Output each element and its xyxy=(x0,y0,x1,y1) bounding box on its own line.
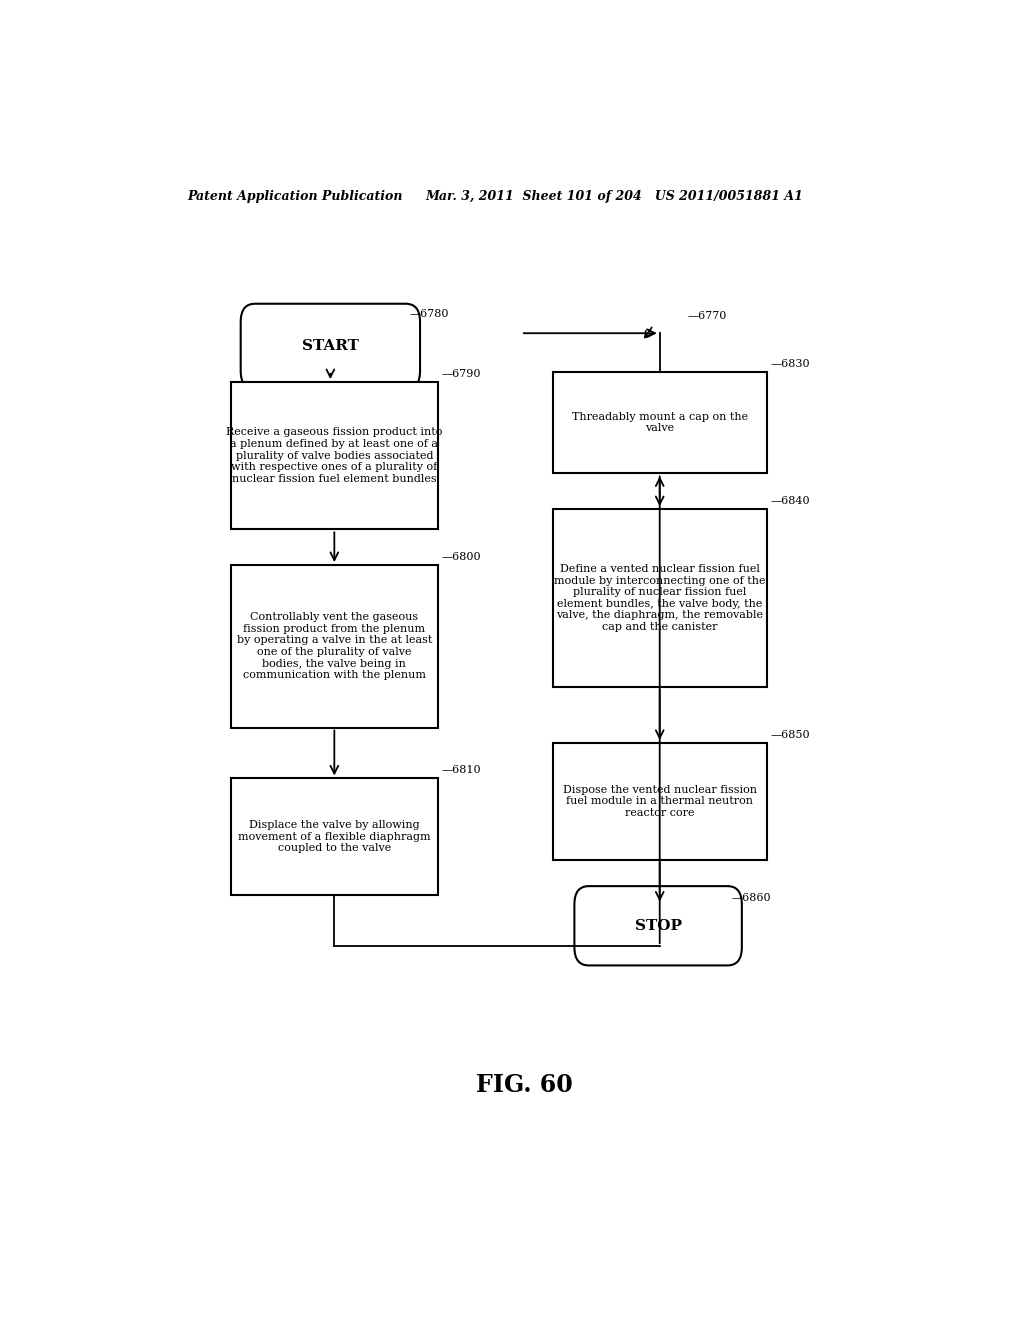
Text: —6810: —6810 xyxy=(441,766,481,775)
Bar xyxy=(553,510,767,686)
Text: Threadably mount a cap on the
valve: Threadably mount a cap on the valve xyxy=(571,412,748,433)
Text: —6800: —6800 xyxy=(441,552,481,562)
Text: —6830: —6830 xyxy=(771,359,810,368)
Text: Mar. 3, 2011  Sheet 101 of 204   US 2011/0051881 A1: Mar. 3, 2011 Sheet 101 of 204 US 2011/00… xyxy=(426,190,804,202)
Text: Patent Application Publication: Patent Application Publication xyxy=(187,190,403,202)
Text: —6850: —6850 xyxy=(771,730,810,739)
Bar xyxy=(553,372,767,474)
Text: Controllably vent the gaseous
fission product from the plenum
by operating a val: Controllably vent the gaseous fission pr… xyxy=(237,612,432,680)
Bar xyxy=(231,565,437,727)
Text: FIG. 60: FIG. 60 xyxy=(476,1073,573,1097)
Bar xyxy=(231,779,437,895)
Text: START: START xyxy=(302,339,358,354)
Text: STOP: STOP xyxy=(635,919,682,933)
Text: Displace the valve by allowing
movement of a flexible diaphragm
coupled to the v: Displace the valve by allowing movement … xyxy=(238,820,431,854)
FancyBboxPatch shape xyxy=(574,886,741,965)
Text: Dispose the vented nuclear fission
fuel module in a thermal neutron
reactor core: Dispose the vented nuclear fission fuel … xyxy=(563,784,757,818)
Bar xyxy=(553,743,767,859)
Bar xyxy=(231,381,437,529)
Text: —6790: —6790 xyxy=(441,368,481,379)
Text: Receive a gaseous fission product into
a plenum defined by at least one of a
plu: Receive a gaseous fission product into a… xyxy=(226,428,442,484)
Text: —6780: —6780 xyxy=(410,309,450,319)
Text: Define a vented nuclear fission fuel
module by interconnecting one of the
plural: Define a vented nuclear fission fuel mod… xyxy=(554,564,766,632)
Text: —6770: —6770 xyxy=(687,312,727,321)
FancyBboxPatch shape xyxy=(241,304,420,389)
Text: —6840: —6840 xyxy=(771,496,810,506)
Text: —6860: —6860 xyxy=(731,894,771,903)
